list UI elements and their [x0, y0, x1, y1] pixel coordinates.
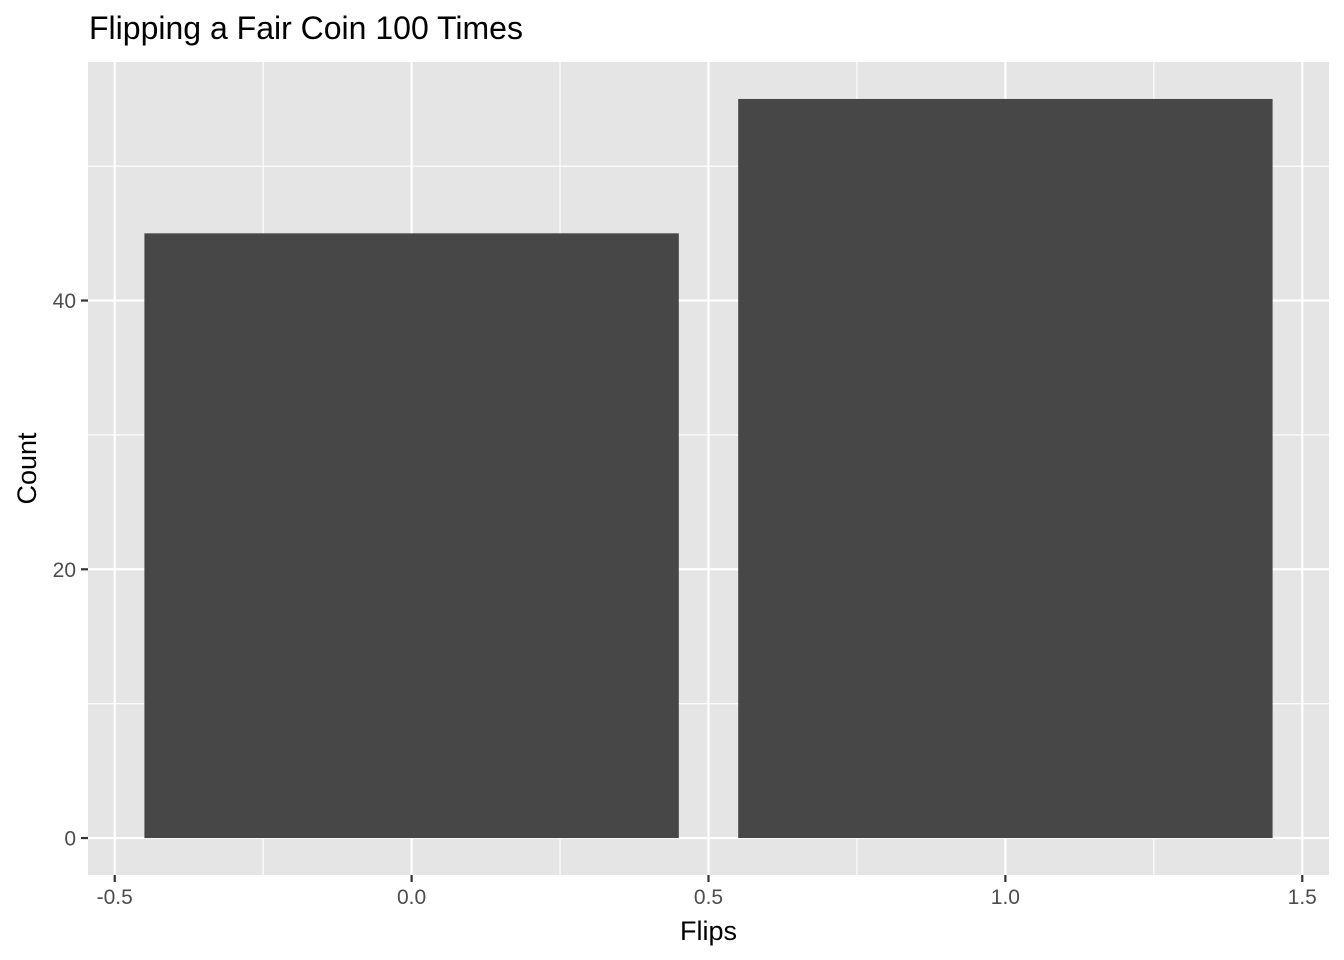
y-tick-label: 20 — [53, 559, 76, 582]
x-axis-title: Flips — [680, 916, 737, 946]
y-tick-label: 40 — [53, 290, 76, 313]
x-tick-label: -0.5 — [97, 886, 133, 909]
x-axis: -0.5 0.0 0.5 1.0 1.5 — [97, 875, 1317, 909]
x-tick-label: 1.5 — [1288, 886, 1317, 909]
chart-title: Flipping a Fair Coin 100 Times — [89, 10, 523, 46]
y-axis: 0 20 40 — [53, 290, 88, 851]
x-tick-label: 1.0 — [991, 886, 1020, 909]
bar — [738, 98, 1273, 839]
x-tick-label: 0.0 — [397, 886, 426, 909]
y-tick-label: 0 — [64, 828, 76, 851]
y-axis-title: Count — [12, 432, 42, 505]
bar — [144, 233, 679, 839]
bars — [144, 98, 1273, 839]
x-tick-label: 0.5 — [694, 886, 723, 909]
